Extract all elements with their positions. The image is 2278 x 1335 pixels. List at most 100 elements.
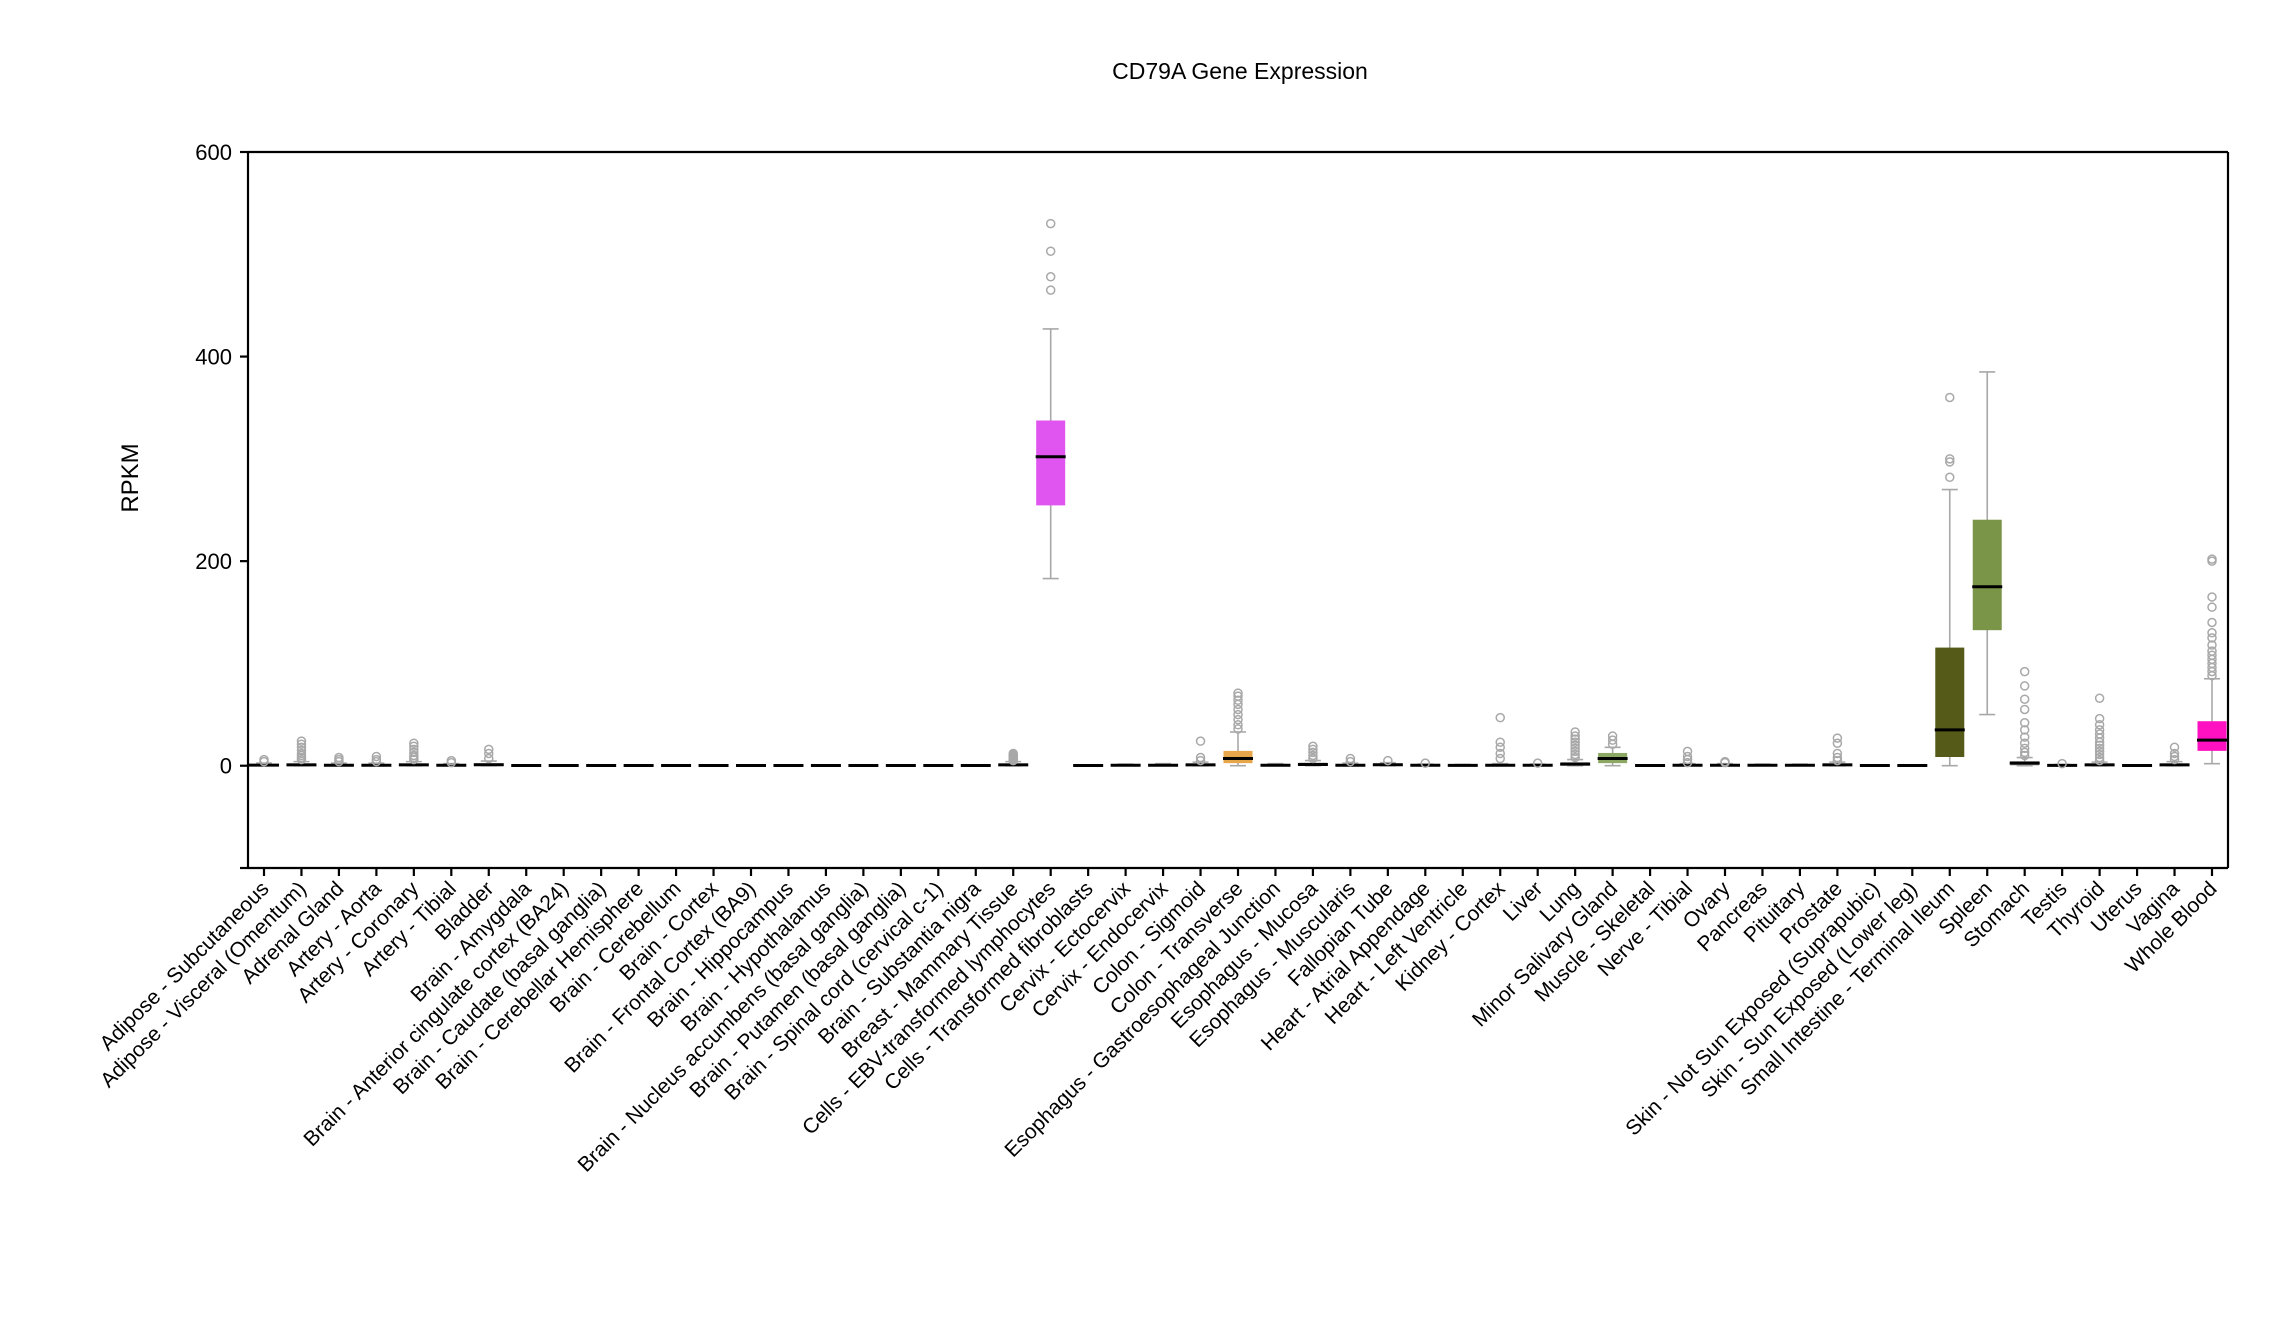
box-group	[773, 764, 804, 768]
outlier-point	[1233, 720, 1243, 730]
box-group	[1672, 746, 1703, 768]
outlier-point	[2169, 754, 2180, 765]
box-group	[1148, 762, 1179, 767]
outlier-point	[1308, 750, 1318, 761]
outlier-point	[1345, 753, 1356, 764]
outlier-point	[2169, 742, 2180, 753]
box-group	[286, 736, 317, 767]
outlier-point	[2207, 554, 2217, 564]
outlier-point	[1682, 746, 1693, 757]
outlier-point	[2019, 725, 2030, 735]
outlier-point	[1233, 704, 1243, 715]
outlier-point	[1570, 746, 1580, 757]
outlier-point	[1345, 756, 1356, 767]
outlier-point	[409, 750, 419, 761]
outlier-point	[1495, 742, 1505, 753]
outlier-point	[2207, 646, 2217, 656]
outlier-point	[2094, 755, 2105, 766]
outlier-point	[1195, 736, 1206, 746]
outlier-point	[1570, 737, 1580, 747]
outlier-point	[1233, 695, 1243, 706]
box-group	[1710, 756, 1740, 768]
box-group	[323, 752, 354, 767]
outlier-point	[1945, 454, 1955, 464]
box-group	[1410, 758, 1441, 768]
outlier-point	[1682, 751, 1693, 762]
outlier-point	[2019, 747, 2030, 758]
outlier-point	[1308, 741, 1318, 752]
outlier-point	[1832, 748, 1843, 759]
box-series	[249, 218, 2227, 769]
outlier-point	[1233, 724, 1243, 734]
outlier-point	[484, 748, 494, 759]
outlier-point	[2019, 732, 2030, 742]
box-group	[698, 764, 729, 768]
box-group	[1110, 763, 1141, 767]
y-tick-label: 400	[195, 345, 232, 370]
outlier-point	[446, 755, 457, 766]
outlier-point	[2169, 751, 2180, 762]
outlier-point	[1045, 246, 1056, 256]
x-tick-label: Adipose - Visceral (Omentum)	[96, 877, 311, 1092]
outlier-point	[1308, 747, 1318, 758]
box-group	[736, 764, 766, 768]
box-group	[1185, 736, 1216, 767]
outlier-point	[1832, 755, 1843, 766]
outlier-point	[1832, 752, 1843, 763]
box-group	[848, 764, 879, 768]
outlier-point	[1195, 752, 1206, 763]
outlier-point	[1045, 218, 1056, 229]
y-tick-label: 0	[220, 754, 232, 779]
outlier-point	[1495, 737, 1505, 747]
outlier-point	[2094, 752, 2105, 763]
box-group	[661, 764, 692, 768]
outlier-point	[2207, 650, 2217, 660]
outlier-point	[1832, 738, 1843, 748]
outlier-point	[2207, 633, 2217, 643]
box-iqr	[1935, 647, 1965, 758]
box-group	[586, 764, 617, 768]
box-group	[923, 764, 954, 768]
box-group	[398, 738, 429, 767]
box-group	[1260, 762, 1291, 767]
outlier-point	[2207, 602, 2217, 612]
outlier-point	[1532, 758, 1543, 768]
outlier-point	[1720, 756, 1730, 767]
box-group	[1822, 733, 1853, 767]
outlier-point	[2094, 729, 2105, 739]
box-group	[810, 764, 841, 768]
outlier-point	[484, 753, 494, 764]
outlier-point	[1945, 472, 1955, 483]
y-tick-label: 600	[195, 140, 232, 165]
outlier-point	[296, 748, 307, 759]
outlier-point	[2094, 743, 2105, 754]
outlier-point	[1233, 714, 1243, 725]
outlier-point	[2207, 592, 2217, 602]
outlier-point	[409, 741, 419, 752]
outlier-point	[1308, 744, 1318, 755]
outlier-point	[1570, 749, 1580, 760]
outlier-point	[1233, 688, 1243, 698]
outlier-point	[2094, 720, 2105, 730]
outlier-point	[371, 754, 382, 765]
box-group	[1897, 764, 1928, 768]
outlier-point	[2094, 740, 2105, 751]
outlier-point	[2094, 725, 2105, 735]
box-iqr	[1223, 750, 1253, 764]
outlier-point	[1682, 757, 1693, 768]
outlier-point	[371, 751, 382, 762]
box-group	[436, 755, 467, 768]
y-axis: 0 200 400 600	[195, 140, 248, 870]
box-group	[885, 764, 916, 768]
outlier-point	[1607, 731, 1618, 741]
outlier-point	[1045, 285, 1056, 295]
box-group	[1223, 688, 1253, 767]
outlier-point	[2094, 693, 2105, 703]
outlier-point	[1233, 691, 1243, 701]
box-group	[473, 744, 504, 767]
outlier-point	[2019, 704, 2030, 715]
outlier-point	[2019, 743, 2030, 754]
box-group	[1447, 763, 1478, 767]
outlier-point	[2094, 749, 2105, 760]
